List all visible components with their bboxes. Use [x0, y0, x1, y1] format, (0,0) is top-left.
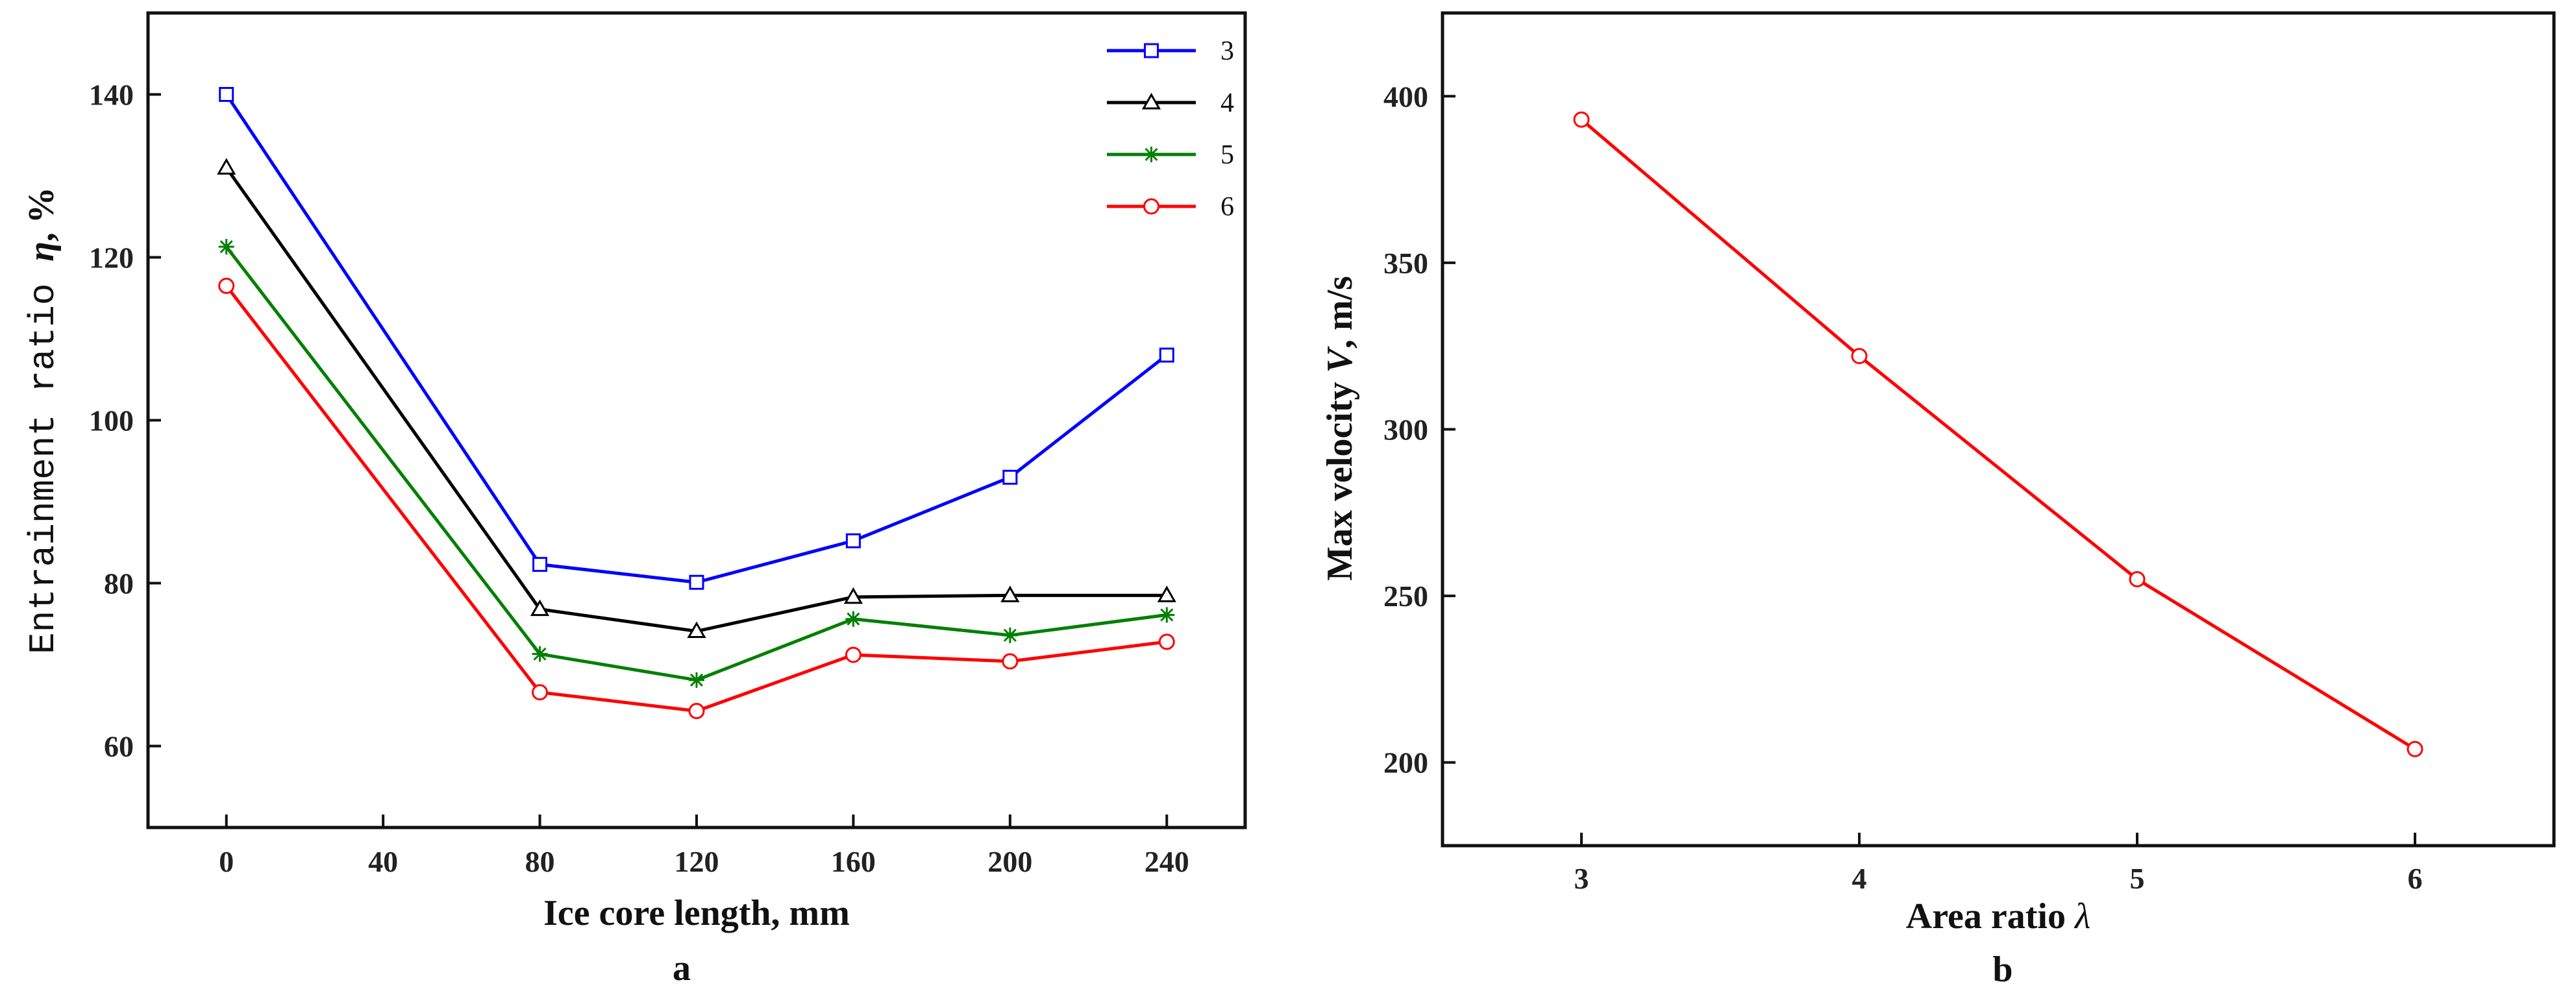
legend-item: 6 — [1107, 192, 1234, 222]
series-4 — [217, 158, 1176, 639]
legend-marker — [1143, 198, 1159, 215]
data-point — [532, 684, 549, 701]
x-tick-label: 0 — [219, 845, 234, 878]
chart-a-series — [217, 87, 1176, 720]
chart-a-y-axis-label: Entrainment ratio η, % — [21, 187, 64, 654]
x-tick-label: 40 — [368, 845, 398, 878]
series-3 — [219, 87, 1174, 590]
series-line — [225, 284, 1167, 713]
data-point — [2129, 570, 2146, 587]
data-point — [2407, 741, 2423, 757]
series-line — [225, 167, 1167, 633]
data-point — [845, 611, 861, 627]
x-tick-label: 5 — [2130, 862, 2145, 895]
data-point — [1002, 627, 1018, 643]
chart-a-y-label-text: Entrainment ratio — [23, 262, 64, 654]
chart-a-y-label-symbol: η — [21, 241, 62, 262]
y-tick-label: 250 — [1383, 580, 1428, 613]
legend-label: 4 — [1220, 88, 1234, 118]
x-tick-label: 3 — [1574, 862, 1589, 895]
y-tick-label: 300 — [1383, 413, 1428, 447]
x-tick-label: 240 — [1145, 845, 1189, 878]
chart-a-panel-label: a — [673, 948, 691, 988]
series-line — [225, 245, 1167, 682]
series-Max velocity — [1573, 111, 2423, 757]
legend-marker — [1143, 147, 1159, 162]
chart-b-y-axis-label: Max velocity V, m/s — [1320, 276, 1360, 581]
data-point — [1573, 111, 1590, 128]
series-line — [1580, 118, 2416, 751]
chart-b-y-label-unit: , m/s — [1320, 276, 1360, 349]
y-tick-label: 400 — [1383, 80, 1428, 113]
chart-a-y-label-unit: , % — [21, 187, 62, 241]
legend-marker — [1141, 92, 1161, 110]
chart-a-legend: 3 4 5 6 — [1107, 36, 1234, 222]
chart-b-x-axis-label: Area ratio λ — [1906, 896, 2090, 937]
data-point — [218, 277, 235, 294]
legend-label: 3 — [1220, 36, 1234, 66]
chart-a-y-ticks: 60 80 100 120 140 — [89, 79, 161, 763]
data-point — [688, 703, 705, 720]
data-point — [1159, 347, 1174, 363]
data-point — [217, 158, 236, 175]
chart-b-y-ticks: 200 250 300 350 400 — [1383, 80, 1455, 779]
x-tick-label: 80 — [525, 845, 555, 878]
data-point — [845, 646, 861, 663]
data-point — [689, 574, 704, 590]
data-point — [1002, 469, 1018, 485]
y-tick-label: 350 — [1383, 247, 1428, 280]
chart-b-panel-label: b — [1992, 950, 2012, 990]
y-tick-label: 200 — [1383, 746, 1428, 779]
data-point — [1158, 633, 1175, 650]
x-tick-label: 120 — [675, 845, 719, 878]
data-point — [843, 587, 863, 604]
y-tick-label: 100 — [89, 404, 134, 437]
chart-b-y-label-symbol: V — [1320, 346, 1360, 373]
data-point — [219, 87, 234, 102]
chart-a-x-ticks: 0 40 80 120 160 200 240 — [219, 815, 1189, 878]
series-5 — [218, 239, 1175, 688]
y-tick-label: 80 — [104, 567, 134, 600]
y-tick-label: 120 — [89, 241, 134, 275]
chart-b-x-label-text: Area ratio — [1906, 896, 2075, 937]
x-tick-label: 160 — [831, 845, 876, 878]
chart-a-x-axis-label: Ice core length, mm — [543, 893, 850, 933]
legend-item: 4 — [1107, 88, 1234, 118]
chart-b-frame — [1441, 11, 2556, 848]
x-tick-label: 200 — [987, 845, 1032, 878]
x-tick-label: 4 — [1852, 862, 1867, 895]
data-point — [532, 557, 548, 572]
y-tick-label: 60 — [104, 730, 134, 763]
data-point — [1851, 348, 1868, 365]
series-6 — [218, 277, 1175, 720]
data-point — [845, 533, 861, 548]
x-tick-label: 6 — [2408, 862, 2423, 895]
data-point — [1002, 653, 1019, 670]
data-point — [1159, 607, 1175, 623]
chart-b-series — [1573, 111, 2423, 757]
data-point — [1157, 585, 1176, 602]
data-point — [687, 621, 706, 639]
data-point — [532, 646, 548, 662]
legend-label: 5 — [1220, 140, 1234, 170]
legend-label: 6 — [1220, 192, 1234, 222]
chart-a: 0 40 80 120 160 200 240 60 80 100 120 140 3 4 5 6 Ice… — [21, 11, 1247, 988]
data-point — [1000, 585, 1020, 602]
data-point — [689, 672, 704, 688]
chart-b: 3 4 5 6 200 250 300 350 400 Area ratio λ Max ve… — [1320, 11, 2556, 990]
data-point — [530, 599, 550, 617]
legend-item: 5 — [1107, 140, 1234, 170]
legend-marker — [1144, 43, 1159, 58]
y-tick-label: 140 — [89, 79, 134, 112]
legend-item: 3 — [1107, 36, 1234, 66]
series-line — [225, 93, 1168, 584]
chart-b-y-label-text: Max velocity — [1320, 373, 1360, 581]
data-point — [218, 239, 234, 255]
chart-b-x-ticks: 3 4 5 6 — [1574, 833, 2423, 895]
chart-b-x-label-symbol: λ — [2074, 896, 2090, 937]
